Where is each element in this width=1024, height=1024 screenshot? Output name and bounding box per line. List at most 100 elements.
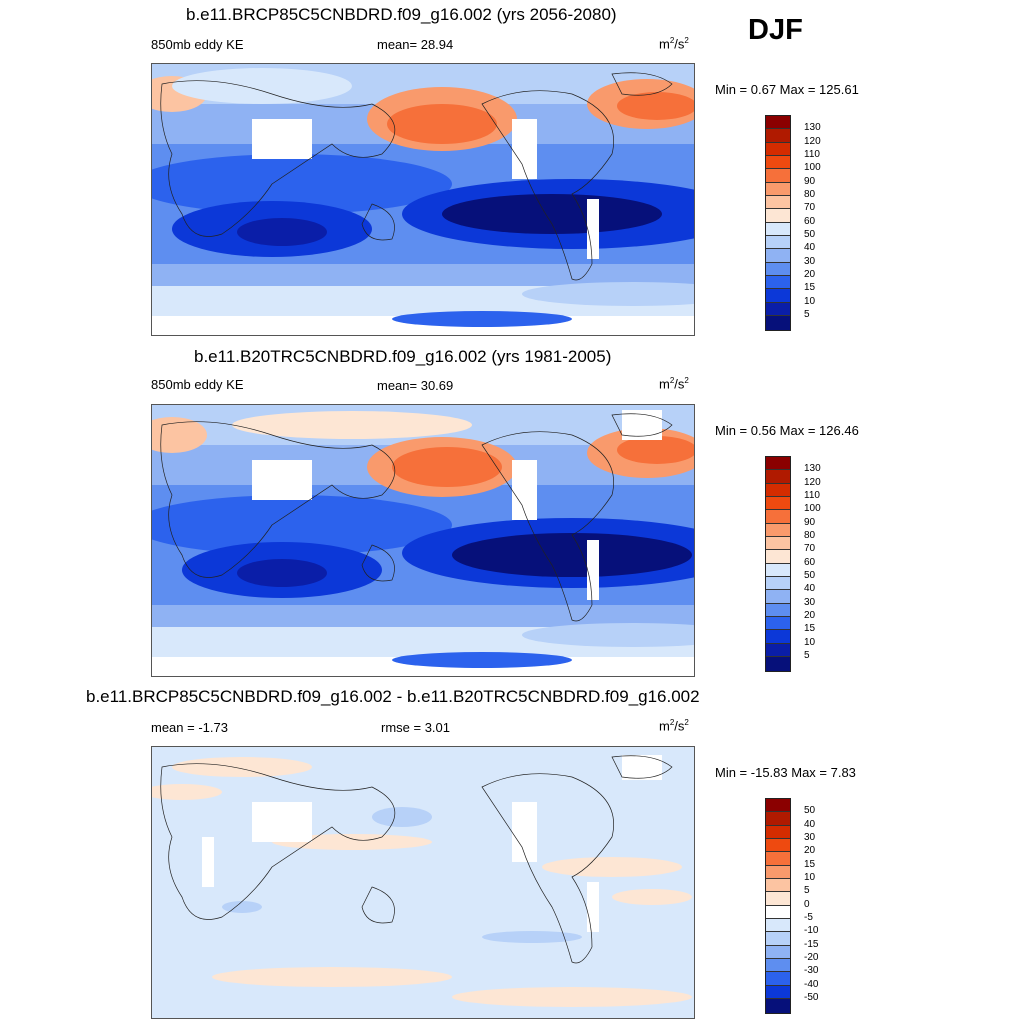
colorbar-swatch	[766, 510, 790, 524]
panel-3-title: b.e11.BRCP85C5CNBDRD.f09_g16.002 - b.e11…	[86, 687, 700, 706]
colorbar-label: 40	[804, 583, 816, 594]
colorbar-label: -30	[804, 965, 819, 976]
units-tail: /s	[674, 718, 685, 734]
panel-1-units: m2/s2	[659, 36, 689, 51]
colorbar-label: 80	[804, 530, 816, 541]
colorbar-label: 30	[804, 256, 816, 267]
colorbar-label: 5	[804, 885, 810, 896]
colorbar-label: 100	[804, 503, 821, 514]
panel-2-center-label: mean= 30.69	[377, 378, 454, 393]
colorbar-swatch	[766, 985, 790, 1000]
colorbar-swatch	[766, 865, 790, 880]
units-tail-sup: 2	[684, 718, 689, 727]
colorbar-label: 120	[804, 477, 821, 488]
units-tail-sup: 2	[684, 376, 689, 385]
colorbar-label: 40	[804, 242, 816, 253]
colorbar-label: 5	[804, 309, 810, 320]
panel-2-title: b.e11.B20TRC5CNBDRD.f09_g16.002 (yrs 198…	[194, 347, 612, 366]
panel-3-field	[152, 755, 692, 1007]
colorbar-swatch	[766, 945, 790, 960]
colorbar-label: 120	[804, 136, 821, 147]
colorbar-swatch	[766, 169, 790, 183]
colorbar-swatch	[766, 577, 790, 591]
colorbar-label: 130	[804, 463, 821, 474]
colorbar-label: 70	[804, 202, 816, 213]
colorbar-swatch	[766, 919, 790, 933]
colorbar-label: 90	[804, 176, 816, 187]
units-tail: /s	[674, 36, 685, 52]
panel-1-title: b.e11.BRCP85C5CNBDRD.f09_g16.002 (yrs 20…	[186, 5, 617, 24]
colorbar-swatch	[766, 497, 790, 511]
colorbar-swatch	[766, 236, 790, 250]
colorbar-label: 90	[804, 517, 816, 528]
panel-1-map	[151, 63, 695, 336]
colorbar-label: 20	[804, 269, 816, 280]
panel-2-units: m2/s2	[659, 376, 689, 391]
colorbar-label: -10	[804, 925, 819, 936]
colorbar-label: 30	[804, 597, 816, 608]
colorbar-swatch	[766, 905, 790, 920]
colorbar-swatch	[766, 590, 790, 604]
panel-2-minmax: Min = 0.56 Max = 126.46	[715, 423, 859, 438]
colorbar-label: 50	[804, 805, 816, 816]
colorbar-swatch	[766, 812, 790, 826]
panel-1-field	[152, 64, 694, 335]
units-base: m	[659, 36, 670, 52]
colorbar-swatch	[766, 116, 790, 130]
colorbar-swatch	[766, 316, 790, 330]
colorbar-swatch	[766, 196, 790, 210]
colorbar-label: 100	[804, 162, 821, 173]
units-sup: 2	[669, 36, 675, 45]
colorbar-swatch	[766, 630, 790, 644]
colorbar-swatch	[766, 932, 790, 946]
colorbar-label: 10	[804, 637, 816, 648]
colorbar-label: 60	[804, 557, 816, 568]
colorbar-label: 60	[804, 216, 816, 227]
coastlines-2	[160, 413, 673, 622]
colorbar-label: 130	[804, 122, 821, 133]
colorbar-label: 110	[804, 490, 820, 501]
colorbar-label: 80	[804, 189, 816, 200]
colorbar-label: 5	[804, 650, 810, 661]
colorbar-swatch	[766, 643, 790, 658]
colorbar-swatch	[766, 972, 790, 986]
colorbar-swatch	[766, 959, 790, 973]
colorbar-label: 50	[804, 229, 816, 240]
panel-1-colorbar	[765, 115, 791, 331]
units-sup: 2	[669, 376, 675, 385]
colorbar-label: -40	[804, 979, 819, 990]
colorbar-label: 30	[804, 832, 816, 843]
colorbar-swatch	[766, 537, 790, 551]
colorbar-label: 50	[804, 570, 816, 581]
season-label: DJF	[748, 14, 803, 46]
colorbar-label: -50	[804, 992, 819, 1003]
colorbar-label: 70	[804, 543, 816, 554]
panel-3-center-label: rmse = 3.01	[381, 720, 451, 735]
colorbar-swatch	[766, 249, 790, 263]
colorbar-swatch	[766, 839, 790, 853]
colorbar-swatch	[766, 523, 790, 538]
colorbar-label: -15	[804, 939, 819, 950]
units-tail-sup: 2	[684, 36, 689, 45]
panel-3-units: m2/s2	[659, 718, 689, 733]
units-base: m	[659, 718, 670, 734]
coastlines-3	[160, 755, 673, 964]
colorbar-swatch	[766, 276, 790, 290]
panel-3-colorbar	[765, 798, 791, 1014]
colorbar-label: 20	[804, 610, 816, 621]
coastlines-1	[160, 72, 673, 281]
panel-1-center-label: mean= 28.94	[377, 37, 454, 52]
panel-2-field	[152, 405, 694, 676]
panel-3-minmax: Min = -15.83 Max = 7.83	[715, 765, 856, 780]
colorbar-label: 15	[804, 859, 816, 870]
units-sup: 2	[669, 718, 675, 727]
colorbar-swatch	[766, 799, 790, 813]
panel-2-colorbar	[765, 456, 791, 672]
units-tail: /s	[674, 376, 685, 392]
panel-3-left-label: mean = -1.73	[151, 720, 228, 735]
colorbar-swatch	[766, 879, 790, 893]
colorbar-label: 10	[804, 872, 816, 883]
colorbar-swatch	[766, 142, 790, 157]
colorbar-swatch	[766, 563, 790, 578]
colorbar-label: -20	[804, 952, 819, 963]
